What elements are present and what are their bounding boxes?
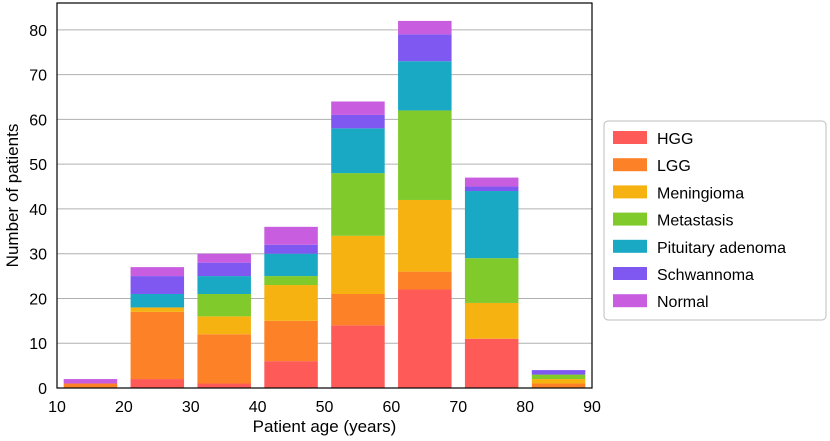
bar-segment bbox=[264, 244, 318, 254]
bar-segment bbox=[531, 379, 586, 384]
legend-swatch bbox=[613, 267, 647, 280]
bar-segment bbox=[398, 110, 452, 200]
bar-segment bbox=[197, 383, 251, 388]
legend-box bbox=[603, 120, 827, 321]
legend-label: Metastasis bbox=[657, 213, 733, 230]
x-tick-label: 90 bbox=[583, 399, 601, 416]
bar-segment bbox=[264, 226, 318, 245]
y-tick-label: 70 bbox=[29, 68, 47, 85]
bar-segment bbox=[531, 383, 586, 388]
bars bbox=[63, 20, 586, 388]
legend-label: HGG bbox=[657, 131, 693, 148]
bar-segment bbox=[398, 61, 452, 111]
bar-segment bbox=[197, 262, 251, 277]
bar-segment bbox=[331, 114, 385, 129]
bar-segment bbox=[398, 289, 452, 388]
y-axis-title: Number of patients bbox=[3, 124, 22, 268]
x-tick-label: 20 bbox=[115, 399, 133, 416]
x-tick-label: 70 bbox=[449, 399, 467, 416]
legend-swatch bbox=[613, 212, 647, 226]
bar-segment bbox=[531, 370, 586, 375]
y-tick-label: 0 bbox=[38, 381, 47, 398]
bar-segment bbox=[398, 20, 452, 35]
bar-segment bbox=[398, 271, 452, 290]
bar-segment bbox=[130, 307, 185, 312]
legend-label: Schwannoma bbox=[657, 267, 754, 284]
x-tick-label: 50 bbox=[316, 399, 334, 416]
bar-segment bbox=[464, 302, 519, 339]
bar-segment bbox=[398, 34, 452, 62]
bar-segment bbox=[197, 276, 251, 294]
bar-segment bbox=[264, 285, 318, 321]
legend-swatch bbox=[613, 131, 647, 144]
legend-label: LGG bbox=[657, 158, 691, 175]
bar-segment bbox=[331, 235, 385, 294]
bar-segment bbox=[464, 338, 519, 388]
x-tick-label: 80 bbox=[516, 399, 534, 416]
bar-segment bbox=[464, 258, 519, 303]
bar-segment bbox=[331, 128, 385, 174]
y-tick-label: 10 bbox=[29, 336, 47, 353]
legend: HGG LGG Meningioma Metastasis Pituitary aden… bbox=[603, 120, 827, 321]
bar-segment bbox=[398, 199, 452, 272]
legend-label: Meningioma bbox=[657, 185, 744, 202]
bar-segment bbox=[63, 383, 118, 388]
legend-swatch bbox=[613, 239, 647, 253]
x-tick-label: 10 bbox=[48, 399, 66, 416]
bar-segment bbox=[264, 253, 318, 277]
bar-segment bbox=[531, 374, 586, 380]
bar-segment bbox=[197, 334, 251, 384]
y-tick-label: 80 bbox=[29, 23, 47, 40]
legend-label: Pituitary adenoma bbox=[657, 240, 786, 257]
bar-segment bbox=[197, 293, 251, 317]
x-tick-label: 60 bbox=[382, 399, 400, 416]
bar-segment bbox=[130, 267, 185, 277]
bar-segment bbox=[264, 320, 318, 362]
legend-swatch bbox=[613, 158, 647, 172]
bar-segment bbox=[464, 177, 519, 187]
bar-segment bbox=[331, 173, 385, 236]
legend-label: Normal bbox=[657, 294, 709, 311]
bar-segment bbox=[331, 101, 385, 115]
legend-swatch bbox=[613, 294, 647, 308]
bar-segment bbox=[331, 325, 385, 388]
bar-segment bbox=[197, 316, 251, 335]
bar-segment bbox=[130, 293, 185, 308]
y-tick-label: 50 bbox=[29, 157, 47, 174]
y-tick-label: 60 bbox=[29, 112, 47, 129]
bar-segment bbox=[130, 276, 185, 294]
plot-frame bbox=[56, 2, 593, 389]
y-tick-label: 20 bbox=[29, 291, 47, 308]
bar-segment bbox=[331, 293, 385, 326]
bar-segment bbox=[264, 276, 318, 286]
axes bbox=[56, 2, 593, 389]
bar-segment bbox=[464, 191, 519, 259]
bar-segment bbox=[63, 379, 118, 384]
x-tick-label: 40 bbox=[249, 399, 267, 416]
x-axis-title: Patient age (years) bbox=[253, 417, 397, 436]
bar-segment bbox=[130, 311, 185, 380]
y-tick-label: 40 bbox=[29, 202, 47, 219]
legend-swatch bbox=[613, 185, 647, 199]
bar-segment bbox=[130, 379, 185, 388]
x-tick-label: 30 bbox=[182, 399, 200, 416]
bar-segment bbox=[197, 253, 251, 263]
y-tick-label: 30 bbox=[29, 247, 47, 264]
bar-segment bbox=[264, 361, 318, 388]
bar-segment bbox=[464, 186, 519, 192]
